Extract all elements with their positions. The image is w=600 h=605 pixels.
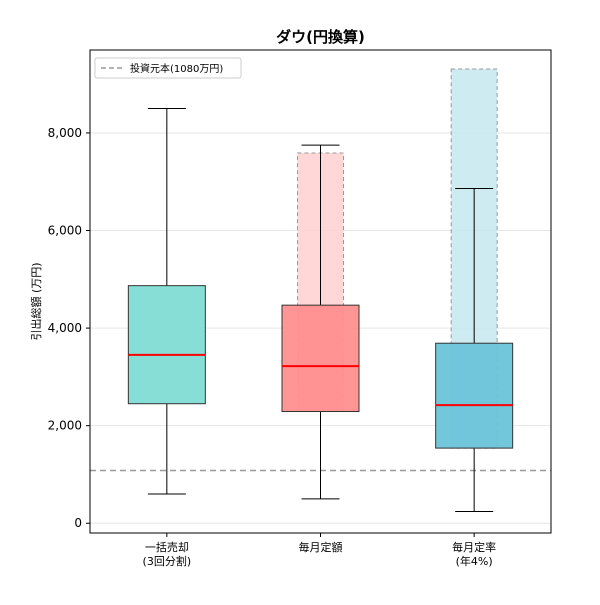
y-axis-label: 引出総額 (万円) [29,262,43,340]
y-tick-label: 4,000 [48,321,82,335]
x-category-label: 毎月定額 [299,540,343,554]
x-category-label: 毎月定率 [452,540,496,554]
y-tick-label: 8,000 [48,126,82,140]
chart-title: ダウ(円換算) [276,28,365,46]
box-iqr [435,342,514,449]
y-tick-label: 6,000 [48,224,82,238]
y-tick-label: 2,000 [48,419,82,433]
box-series [127,108,514,513]
box-iqr [281,304,360,413]
x-category-label: 一括売却 [145,540,189,554]
legend: 投資元本(1080万円) [94,57,242,79]
x-category-label: (3回分割) [143,554,192,568]
legend-box [94,57,242,79]
y-tick-label: 0 [74,516,82,530]
axes: 0 2,000 4,000 6,000 8,000 一括売却(3回分割) 毎月定額 毎月定率(… [48,126,497,568]
x-category-label: (年4%) [456,554,493,568]
legend-entry-label: 投資元本(1080万円) [130,62,223,75]
box-iqr [127,285,206,405]
